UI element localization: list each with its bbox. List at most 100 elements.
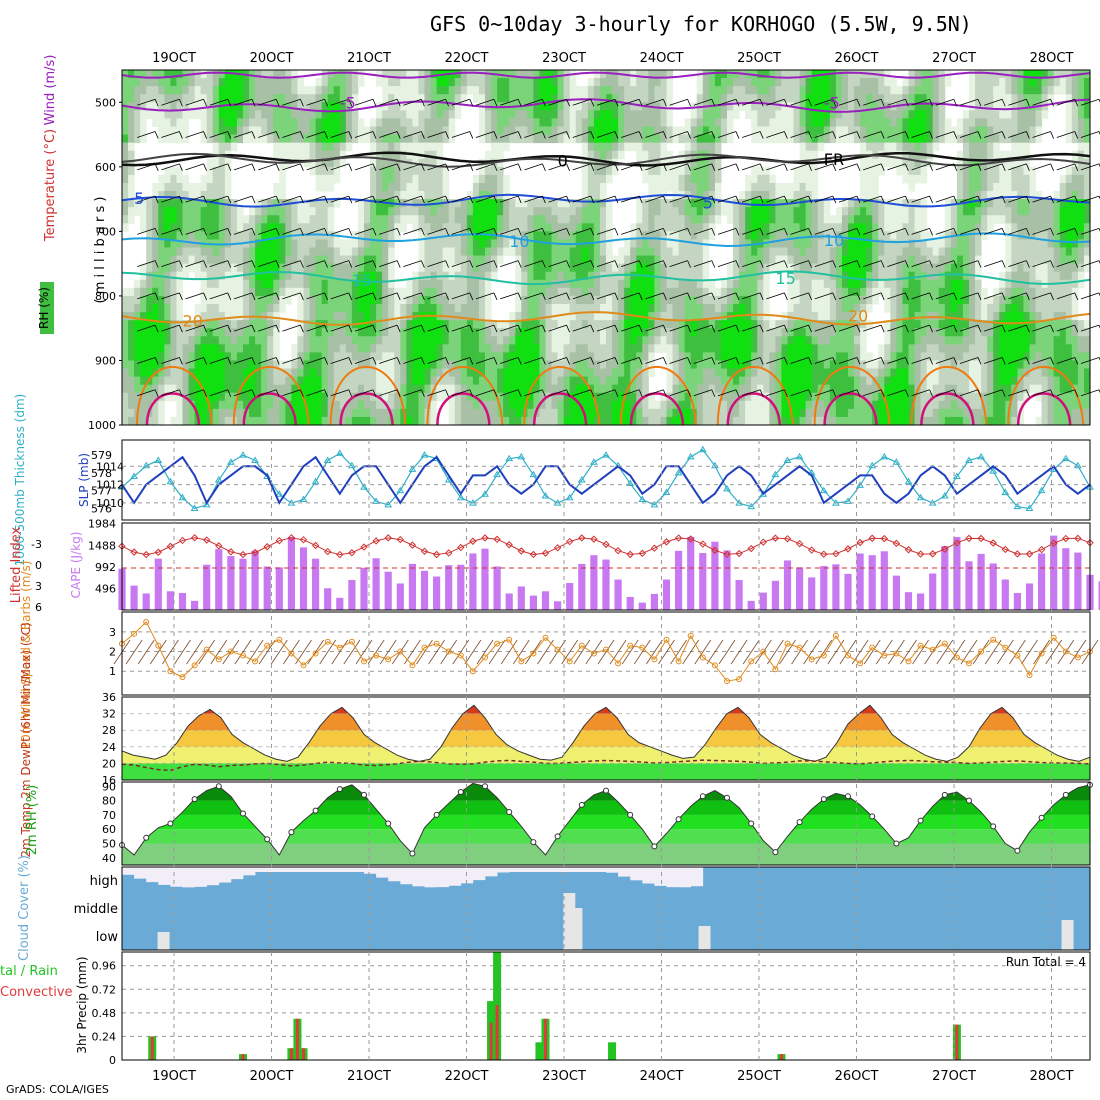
rh-cell [164, 376, 171, 386]
rh-cell [152, 344, 159, 353]
rh-cell [128, 295, 135, 305]
rh-cell [672, 215, 680, 224]
rh-cell [745, 110, 752, 119]
rh-cell [854, 384, 861, 394]
rh-cell [273, 191, 280, 200]
rh-cell [599, 344, 607, 353]
rh-cell [200, 303, 208, 313]
rh-cell [436, 303, 444, 313]
rh-cell [660, 303, 667, 313]
rh-cell [206, 279, 214, 289]
rh-cell [769, 78, 776, 87]
rh-cell [382, 312, 389, 321]
rh-cell [394, 336, 401, 345]
rh-cell [478, 408, 486, 418]
rh-cell [666, 207, 674, 216]
rh-cell [606, 295, 613, 305]
rh-cell [218, 312, 226, 321]
rh-cell [533, 110, 540, 119]
rh-cell [194, 231, 202, 240]
rh-cell [769, 174, 776, 184]
rh-cell [424, 303, 432, 313]
rh-cell [642, 118, 649, 127]
rh-cell [714, 376, 722, 386]
rh-cell [805, 392, 813, 402]
rh-cell [660, 70, 667, 79]
rh-cell [841, 295, 849, 305]
rh-cell [212, 328, 220, 337]
rh-cell [279, 207, 286, 216]
rh-cell [866, 352, 873, 361]
rh-cell [400, 182, 407, 192]
rh-cell [763, 352, 770, 361]
rh-cell [739, 368, 746, 378]
rh-cell [702, 118, 710, 127]
rh-cell [400, 174, 407, 184]
rh-cell [539, 376, 546, 386]
rh-cell [164, 287, 171, 297]
rh-cell [236, 368, 244, 378]
rh-cell [884, 336, 891, 345]
rh-cell [666, 78, 674, 87]
rh-cell [382, 271, 389, 281]
rh-cell [194, 182, 202, 192]
rh-cell [327, 102, 335, 111]
rh-cell [364, 376, 371, 386]
rh-cell [805, 102, 813, 111]
rh-cell [273, 279, 280, 289]
rh-cell [727, 118, 734, 127]
rh-cell [182, 134, 190, 144]
rh-cell [509, 376, 516, 386]
rh-cell [412, 392, 419, 402]
rh-cell [581, 328, 589, 337]
rh-cell [285, 70, 292, 79]
rh-cell [315, 231, 323, 240]
rh-cell [303, 352, 311, 361]
rh-cell [515, 368, 522, 378]
rh-cell [230, 110, 238, 119]
rh-cell [654, 150, 661, 160]
rh-cell [757, 94, 764, 103]
rh-cell [176, 174, 183, 184]
rh-cell [164, 263, 171, 273]
rh-cell [829, 303, 837, 313]
rh-cell [878, 166, 885, 176]
rh-cell [370, 247, 377, 257]
rh-cell [218, 400, 226, 410]
rh-cell [285, 408, 292, 418]
rh-cell [406, 110, 413, 119]
rh-cell [503, 376, 510, 386]
rh-cell [660, 255, 667, 265]
rh-cell [606, 368, 613, 378]
rh-cell [303, 255, 311, 265]
rh-cell [751, 182, 758, 192]
rh-cell [587, 142, 595, 152]
rh-cell [273, 368, 280, 378]
rh-cell [727, 279, 734, 289]
rh-cell [333, 118, 341, 127]
rh-cell [787, 191, 795, 200]
rh-cell [430, 344, 438, 353]
rh-cell [212, 134, 220, 144]
rh-cell [255, 320, 262, 329]
rh-cell [339, 336, 347, 345]
rh-cell [745, 207, 752, 216]
rh-cell [908, 279, 916, 289]
rh-cell [811, 320, 819, 329]
rh-cell [860, 166, 867, 176]
rh-cell [684, 231, 692, 240]
rh-cell [763, 223, 770, 232]
rh-cell [612, 94, 619, 103]
rh-cell [152, 328, 159, 337]
rh-cell [297, 352, 304, 361]
rh-cell [291, 215, 298, 224]
rh-cell [866, 118, 873, 127]
rh-cell [708, 320, 716, 329]
rh-cell [527, 231, 534, 240]
rh-cell [878, 158, 885, 168]
rh-cell [811, 303, 819, 313]
rh-cell [727, 392, 734, 402]
rh-cell [811, 150, 819, 160]
rh-cell [896, 110, 903, 119]
rh-cell [400, 150, 407, 160]
